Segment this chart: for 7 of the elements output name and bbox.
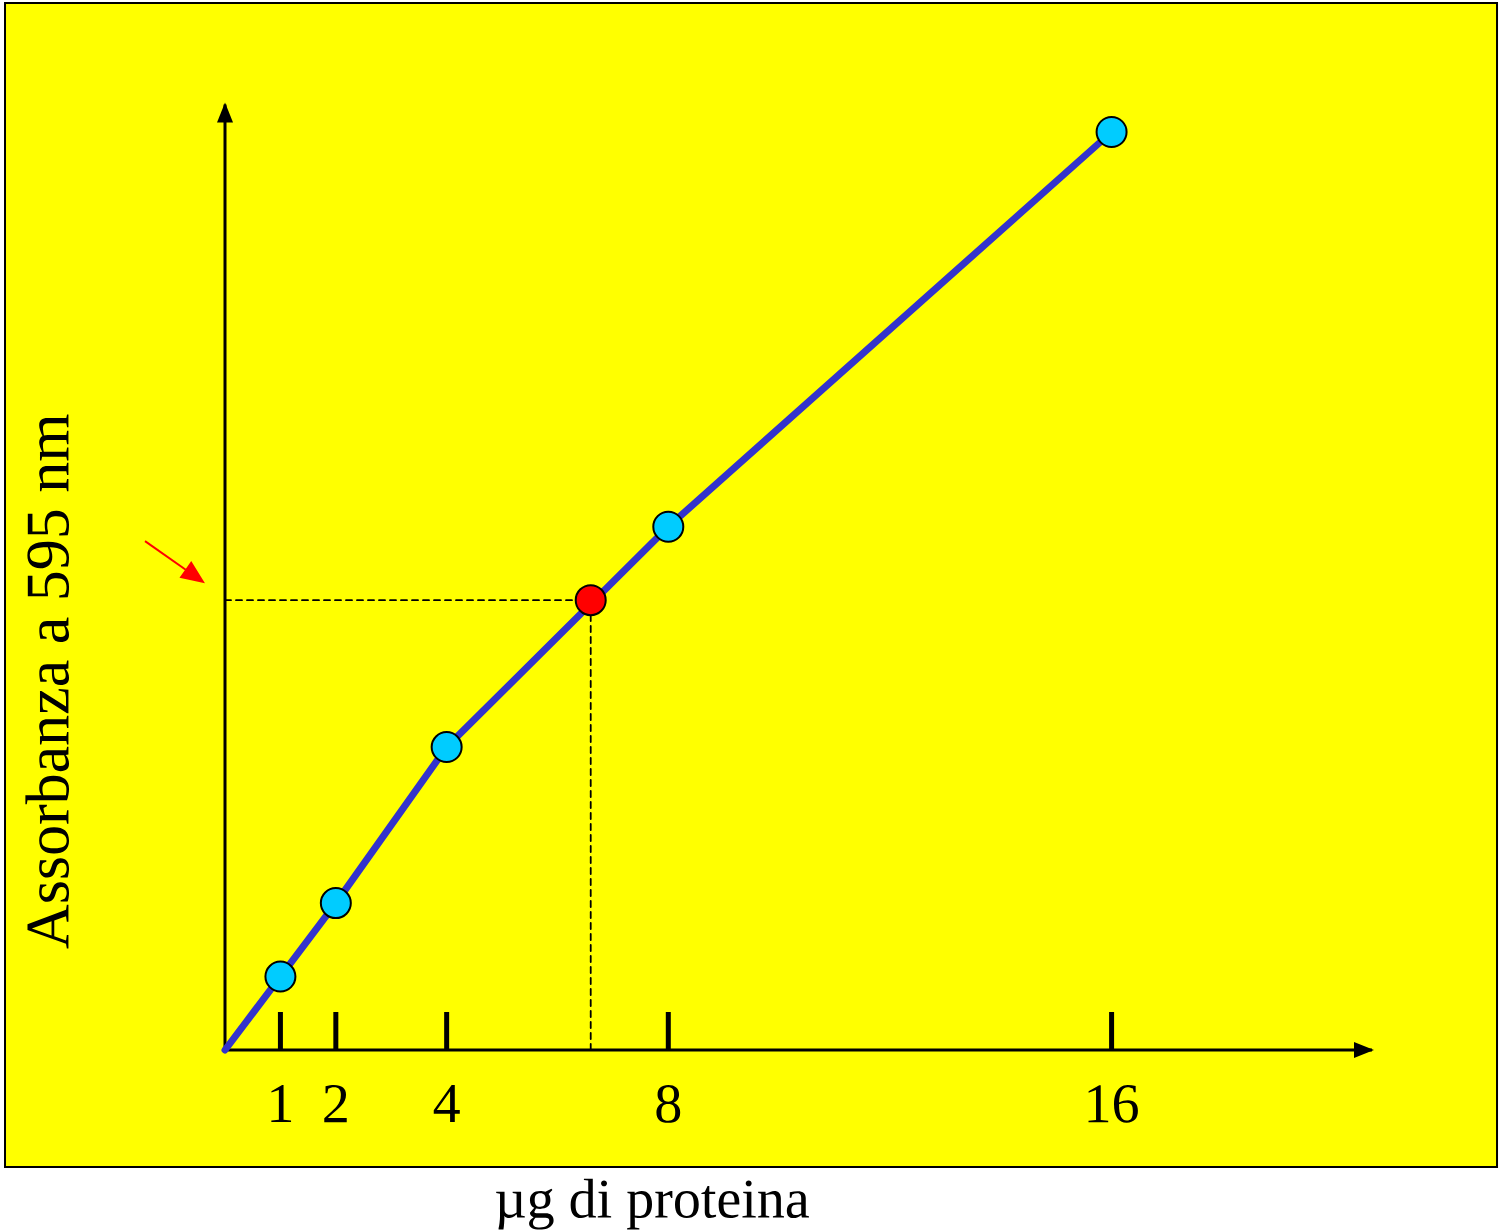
y-axis-title: Assorbanza a 595 nm xyxy=(25,414,70,949)
x-tick-label: 8 xyxy=(656,1085,681,1123)
x-tick-label: 1 xyxy=(271,1085,292,1123)
x-tick-label: 16 xyxy=(1088,1085,1138,1123)
x-axis-title: µg di proteina xyxy=(496,1178,809,1230)
x-tick-label: 2 xyxy=(324,1085,347,1123)
x-tick-label: 4 xyxy=(433,1085,460,1122)
